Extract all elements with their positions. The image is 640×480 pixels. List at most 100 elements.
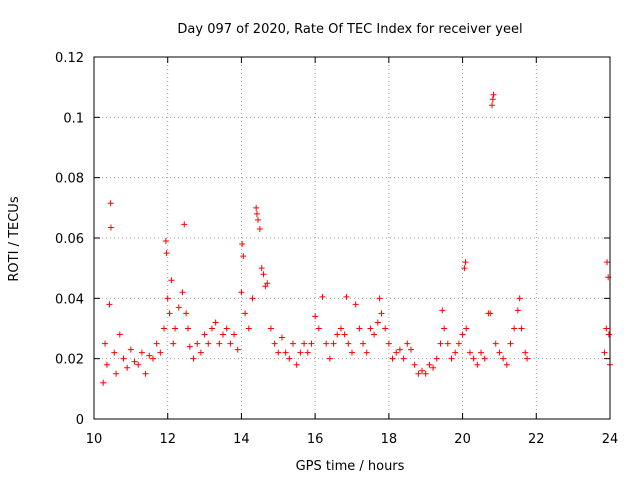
- x-tick-label: 20: [454, 432, 471, 447]
- data-point: [238, 289, 245, 296]
- data-point: [496, 349, 503, 356]
- data-point: [163, 250, 170, 257]
- data-point: [164, 295, 171, 302]
- data-point: [430, 364, 437, 371]
- data-point: [334, 331, 341, 338]
- x-tick-labels: 10 12 14 16 18 20 22 24: [86, 432, 619, 447]
- data-point: [100, 379, 107, 386]
- x-tick-label: 22: [528, 432, 545, 447]
- data-point: [422, 370, 429, 377]
- data-point: [181, 221, 188, 228]
- data-point: [481, 355, 488, 362]
- data-point: [452, 349, 459, 356]
- data-point: [275, 349, 282, 356]
- data-point: [260, 271, 267, 278]
- data-point: [511, 325, 518, 332]
- data-point: [393, 349, 400, 356]
- data-point: [166, 310, 173, 317]
- data-point: [162, 238, 169, 245]
- data-point: [489, 102, 496, 109]
- data-point: [197, 349, 204, 356]
- data-point: [326, 355, 333, 362]
- data-point: [249, 295, 256, 302]
- data-point: [371, 331, 378, 338]
- data-point: [111, 349, 118, 356]
- data-point: [223, 325, 230, 332]
- data-point: [138, 349, 145, 356]
- data-point: [337, 325, 344, 332]
- data-point: [227, 340, 234, 347]
- data-point: [396, 346, 403, 353]
- data-point: [208, 325, 215, 332]
- data-point: [142, 370, 149, 377]
- data-point: [179, 289, 186, 296]
- data-point: [407, 346, 414, 353]
- data-point: [349, 349, 355, 356]
- data-point: [267, 325, 274, 332]
- data-point: [603, 325, 610, 332]
- data-point: [400, 355, 407, 362]
- data-point: [304, 349, 311, 356]
- data-point: [411, 361, 418, 368]
- data-point: [242, 310, 249, 317]
- data-point: [293, 361, 300, 368]
- gridlines: [94, 57, 610, 419]
- data-point: [120, 355, 127, 362]
- data-point: [492, 340, 499, 347]
- data-point: [194, 340, 201, 347]
- data-point: [378, 310, 385, 317]
- data-point: [461, 265, 468, 272]
- x-axis-label: GPS time / hours: [296, 459, 405, 474]
- data-point: [205, 340, 212, 347]
- data-point: [367, 325, 374, 332]
- data-point: [489, 96, 496, 103]
- y-tick-label: 0: [76, 413, 84, 428]
- data-point: [516, 295, 523, 302]
- y-tick-label: 0.04: [55, 292, 84, 307]
- y-axis-label: ROTI / TECUs: [7, 196, 22, 281]
- data-point: [240, 253, 247, 260]
- data-point: [459, 331, 466, 338]
- data-point: [231, 331, 238, 338]
- data-point: [415, 370, 422, 377]
- data-point: [518, 325, 525, 332]
- x-tick-label: 18: [381, 432, 398, 447]
- data-point: [253, 210, 260, 217]
- x-tick-label: 24: [602, 432, 619, 447]
- plot-frame: [93, 56, 611, 420]
- data-point: [345, 340, 352, 347]
- y-tick-label: 0.02: [55, 353, 84, 368]
- data-point: [462, 259, 469, 266]
- axis-ticks: [93, 56, 611, 420]
- data-point: [376, 295, 383, 302]
- data-point: [161, 325, 168, 332]
- data-point: [286, 355, 293, 362]
- x-tick-label: 10: [86, 432, 103, 447]
- data-point: [186, 343, 193, 350]
- data-point: [514, 307, 521, 314]
- data-point: [234, 346, 241, 353]
- data-point: [256, 225, 263, 232]
- y-tick-label: 0.08: [55, 172, 84, 187]
- data-point: [255, 216, 262, 223]
- data-point: [343, 293, 350, 300]
- data-point: [507, 340, 514, 347]
- data-point: [127, 346, 134, 353]
- data-point: [439, 307, 446, 314]
- data-point: [330, 340, 337, 347]
- data-point: [312, 313, 319, 320]
- data-point: [500, 355, 507, 362]
- data-point: [490, 91, 497, 98]
- data-point: [212, 319, 219, 326]
- data-point: [426, 361, 433, 368]
- data-point: [103, 361, 110, 368]
- data-point: [201, 331, 208, 338]
- data-point: [290, 340, 297, 347]
- data-point: [444, 340, 451, 347]
- data-point: [433, 355, 440, 362]
- data-point: [297, 349, 304, 356]
- data-point: [487, 310, 494, 317]
- x-tick-label: 14: [233, 432, 250, 447]
- data-point: [102, 340, 109, 347]
- chart-title: Day 097 of 2020, Rate Of TEC Index for r…: [177, 22, 522, 37]
